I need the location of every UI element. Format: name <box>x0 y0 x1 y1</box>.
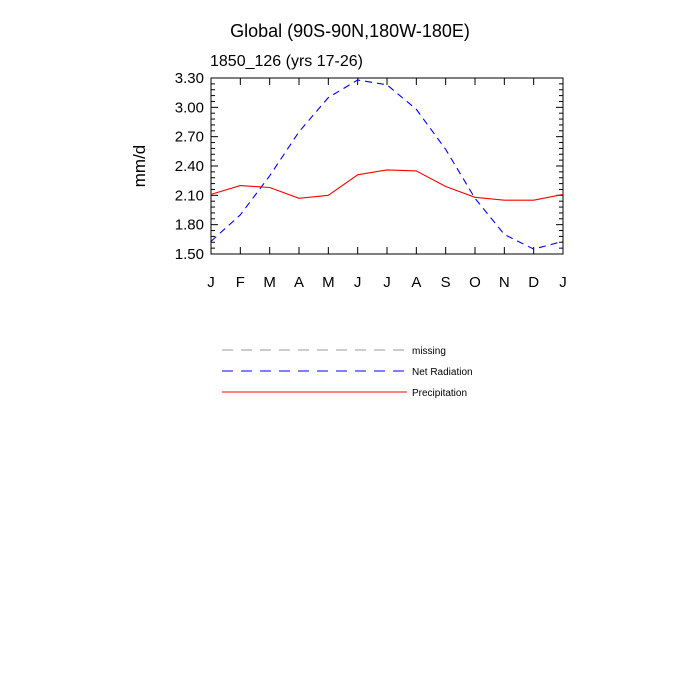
series-lines <box>210 79 564 250</box>
x-tick-label: J <box>354 274 362 291</box>
x-tick-label: M <box>263 274 276 291</box>
x-tick-label: J <box>207 274 215 291</box>
axis-ticks <box>210 77 564 255</box>
x-tick-label: A <box>411 274 421 291</box>
x-tick-label: D <box>528 274 539 291</box>
legend-label: missing <box>412 346 446 357</box>
y-tick-label: 2.40 <box>175 158 204 175</box>
legend-label: Net Radiation <box>412 367 473 378</box>
x-tick-label: M <box>322 274 335 291</box>
chart-title: Global (90S-90N,180W-180E) <box>230 21 470 41</box>
y-tick-label: 3.30 <box>175 70 204 87</box>
chart-subtitle: 1850_126 (yrs 17-26) <box>210 53 363 70</box>
y-tick-label: 1.80 <box>175 217 204 234</box>
plot-frame <box>210 77 564 255</box>
y-tick-label: 1.50 <box>175 246 204 263</box>
series-line-precipitation <box>210 169 564 201</box>
x-tick-label: O <box>469 274 481 291</box>
y-tick-label: 3.00 <box>175 99 204 116</box>
x-tick-label: J <box>559 274 567 291</box>
x-tick-label: F <box>236 274 245 291</box>
y-axis-label: mm/d <box>130 145 149 188</box>
x-tick-label: J <box>383 274 391 291</box>
x-tick-label: N <box>499 274 510 291</box>
y-tick-label: 2.70 <box>175 129 204 146</box>
x-tick-label: A <box>294 274 304 291</box>
y-tick-labels: 1.50 1.80 2.10 2.40 2.70 3.00 3.30 <box>175 70 204 263</box>
series-line-net-radiation <box>210 79 564 250</box>
y-tick-label: 2.10 <box>175 187 204 204</box>
legend-label: Precipitation <box>412 388 467 399</box>
legend: missing Net Radiation Precipitation <box>222 346 473 399</box>
x-tick-label: S <box>441 274 451 291</box>
